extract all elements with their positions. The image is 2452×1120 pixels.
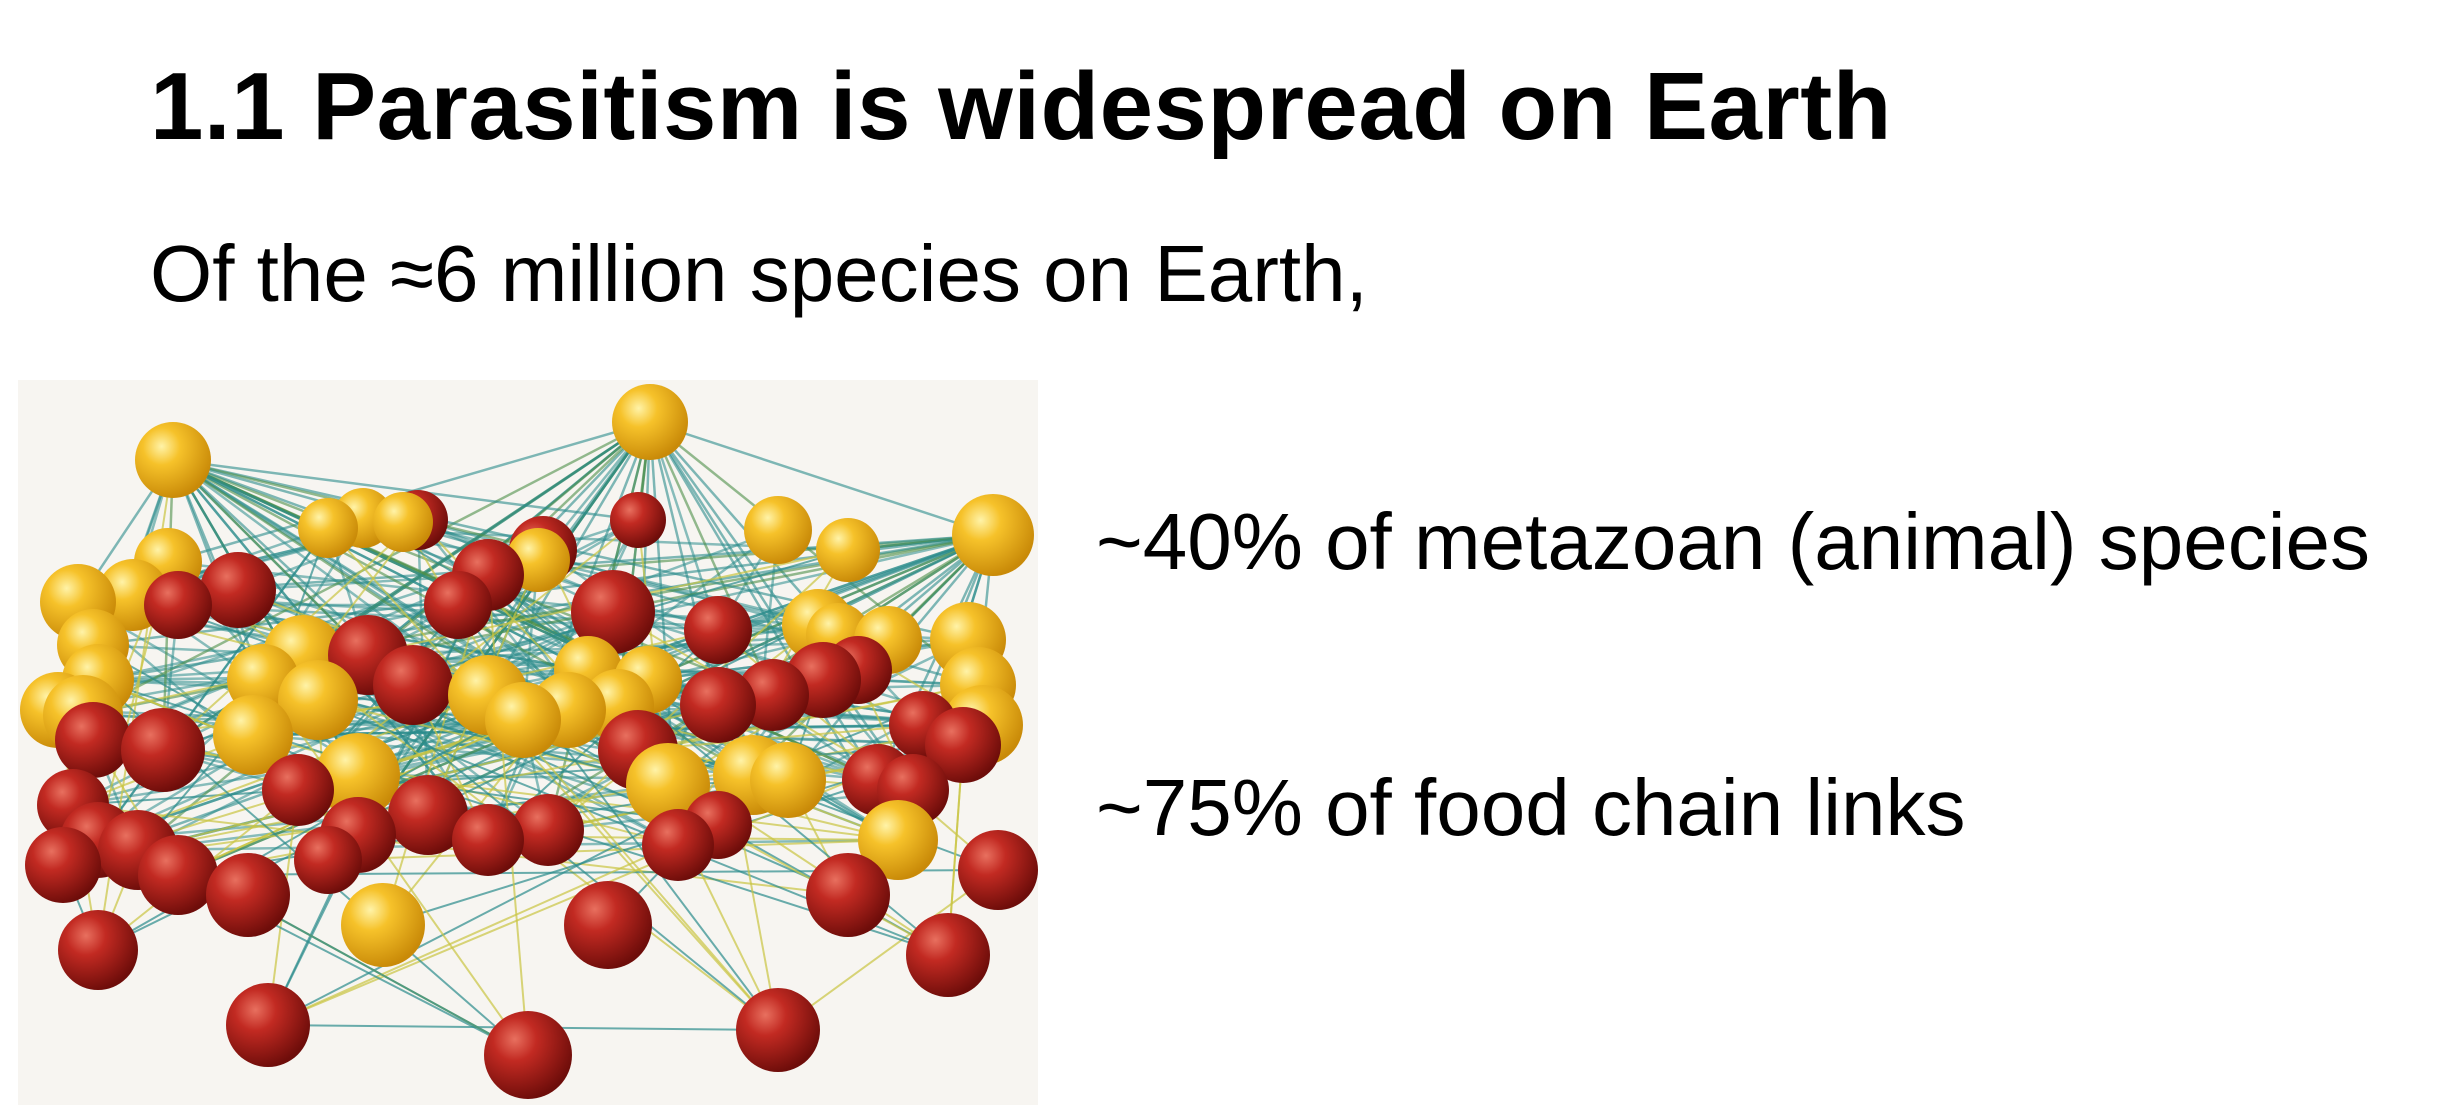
parasite-species-node [485,682,561,758]
food-web-link [172,458,639,522]
host-species-node [736,988,820,1072]
food-web-link [648,421,880,781]
parasite-species-node [750,742,826,818]
host-species-node [144,571,212,639]
food-web-link [649,420,994,537]
host-species-node [121,708,205,792]
food-web-link [637,724,924,751]
food-web-link [262,679,529,1056]
host-species-node [138,835,218,915]
intro-text: Of the ≈6 million species on Earth, [150,229,1368,318]
host-species-node [680,667,756,743]
parasite-species-node [626,743,710,827]
parasite-species-node [744,496,812,564]
stat-metazoan-species: ~40% of metazoan (animal) species [1096,497,2370,586]
food-web-nodes [20,384,1038,1099]
parasite-species-node [952,494,1034,576]
food-web-figure [18,380,1038,1105]
host-species-node [925,707,1001,783]
host-species-node [806,853,890,937]
food-web-link [97,527,329,841]
parasite-species-node [316,733,400,817]
food-web-link [267,824,719,1026]
host-species-node [452,804,524,876]
host-species-node [610,492,666,548]
parasite-species-node [858,800,938,880]
host-species-node [484,1011,572,1099]
host-species-node [564,881,652,969]
host-species-node [226,983,310,1067]
host-species-node [958,830,1038,910]
slide-title: 1.1 Parasitism is widespread on Earth [150,53,1892,160]
parasite-species-node [612,384,688,460]
parasite-species-node [278,660,358,740]
host-species-node [684,596,752,664]
host-species-node [55,702,131,778]
host-species-node [206,853,290,937]
host-species-node [512,794,584,866]
host-species-node [294,826,362,894]
host-species-node [571,570,655,654]
host-species-node [373,645,453,725]
host-species-node [388,775,468,855]
food-web-link [649,421,979,686]
host-species-node [25,827,101,903]
host-species-node [906,913,990,997]
host-species-node [58,910,138,990]
parasite-species-node [816,518,880,582]
food-web-link [172,459,369,656]
parasite-species-node [341,883,425,967]
food-web-network-image [18,380,1038,1105]
parasite-species-node [135,422,211,498]
food-web-link [172,458,589,672]
food-web-link [327,527,779,1031]
parasite-species-node [373,492,433,552]
stat-food-chain-links: ~75% of food chain links [1096,763,1966,852]
host-species-node [642,809,714,881]
parasite-species-node [213,695,293,775]
host-species-node [262,754,334,826]
host-species-node [200,552,276,628]
food-web-link [777,869,999,1031]
host-species-node [424,571,492,639]
food-web-link [327,839,899,861]
parasite-species-node [298,498,358,558]
